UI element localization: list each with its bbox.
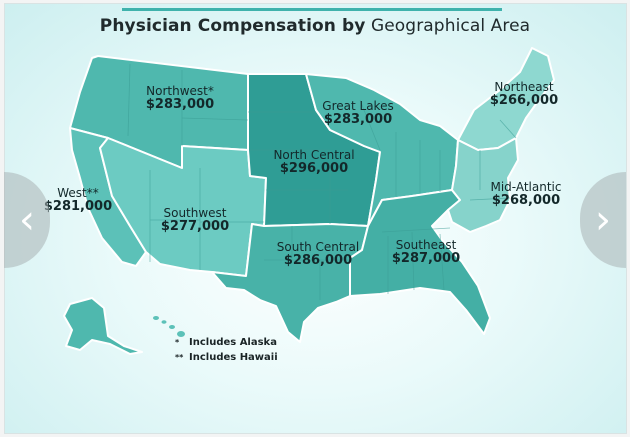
state-alaska[interactable] xyxy=(63,297,143,355)
label-southwest-value: $277,000 xyxy=(160,219,230,234)
label-south-central-name: South Central xyxy=(276,240,360,254)
label-northwest-name: Northwest* xyxy=(146,84,214,98)
label-great-lakes: Great Lakes $283,000 xyxy=(310,99,406,127)
footnote-alaska-mark: * xyxy=(175,338,180,347)
label-southwest-name: Southwest xyxy=(163,206,227,220)
label-northeast: Northeast $266,000 xyxy=(476,80,572,108)
label-south-central: South Central $286,000 xyxy=(268,240,368,268)
chevron-left-icon: ‹ xyxy=(19,197,35,243)
map-title-rest: Geographical Area xyxy=(370,16,531,36)
map-title-bold: Physician Compensation by xyxy=(99,16,366,36)
label-west: West** $281,000 xyxy=(30,186,126,214)
footnote-legend: * Includes Alaska ** Includes Hawaii xyxy=(175,335,278,365)
label-southeast-name: Southeast xyxy=(395,238,457,252)
label-northeast-name: Northeast xyxy=(494,80,554,94)
state-borders xyxy=(127,63,517,300)
label-northwest: Northwest* $283,000 xyxy=(130,84,230,112)
region-mid-atlantic[interactable] xyxy=(447,137,519,233)
label-southwest: Southwest $277,000 xyxy=(148,206,242,234)
title-accent-bar xyxy=(122,8,502,11)
label-mid-atlantic: Mid-Atlantic $268,000 xyxy=(478,180,574,208)
label-north-central: North Central $296,000 xyxy=(264,148,364,176)
footnote-hawaii: ** Includes Hawaii xyxy=(175,350,278,365)
map-title: Physician Compensation by Geographical A… xyxy=(0,16,630,36)
label-southeast-value: $287,000 xyxy=(391,251,461,266)
label-mid-atlantic-value: $268,000 xyxy=(491,193,561,208)
footnote-hawaii-text: Includes Hawaii xyxy=(189,352,278,363)
label-south-central-value: $286,000 xyxy=(283,253,353,268)
footnote-hawaii-mark: ** xyxy=(175,353,184,362)
label-north-central-value: $296,000 xyxy=(279,161,349,176)
footnote-alaska: * Includes Alaska xyxy=(175,335,278,350)
label-great-lakes-name: Great Lakes xyxy=(322,99,394,113)
label-north-central-name: North Central xyxy=(273,148,355,162)
label-mid-atlantic-name: Mid-Atlantic xyxy=(490,180,562,194)
label-northeast-value: $266,000 xyxy=(489,93,559,108)
label-west-name: West** xyxy=(57,186,99,200)
label-west-value: $281,000 xyxy=(43,199,113,214)
label-southeast: Southeast $287,000 xyxy=(378,238,474,266)
label-great-lakes-value: $283,000 xyxy=(323,112,393,127)
label-northwest-value: $283,000 xyxy=(145,97,215,112)
chevron-right-icon: › xyxy=(595,197,611,243)
state-hawaii[interactable] xyxy=(153,316,185,337)
footnote-alaska-text: Includes Alaska xyxy=(189,337,277,348)
